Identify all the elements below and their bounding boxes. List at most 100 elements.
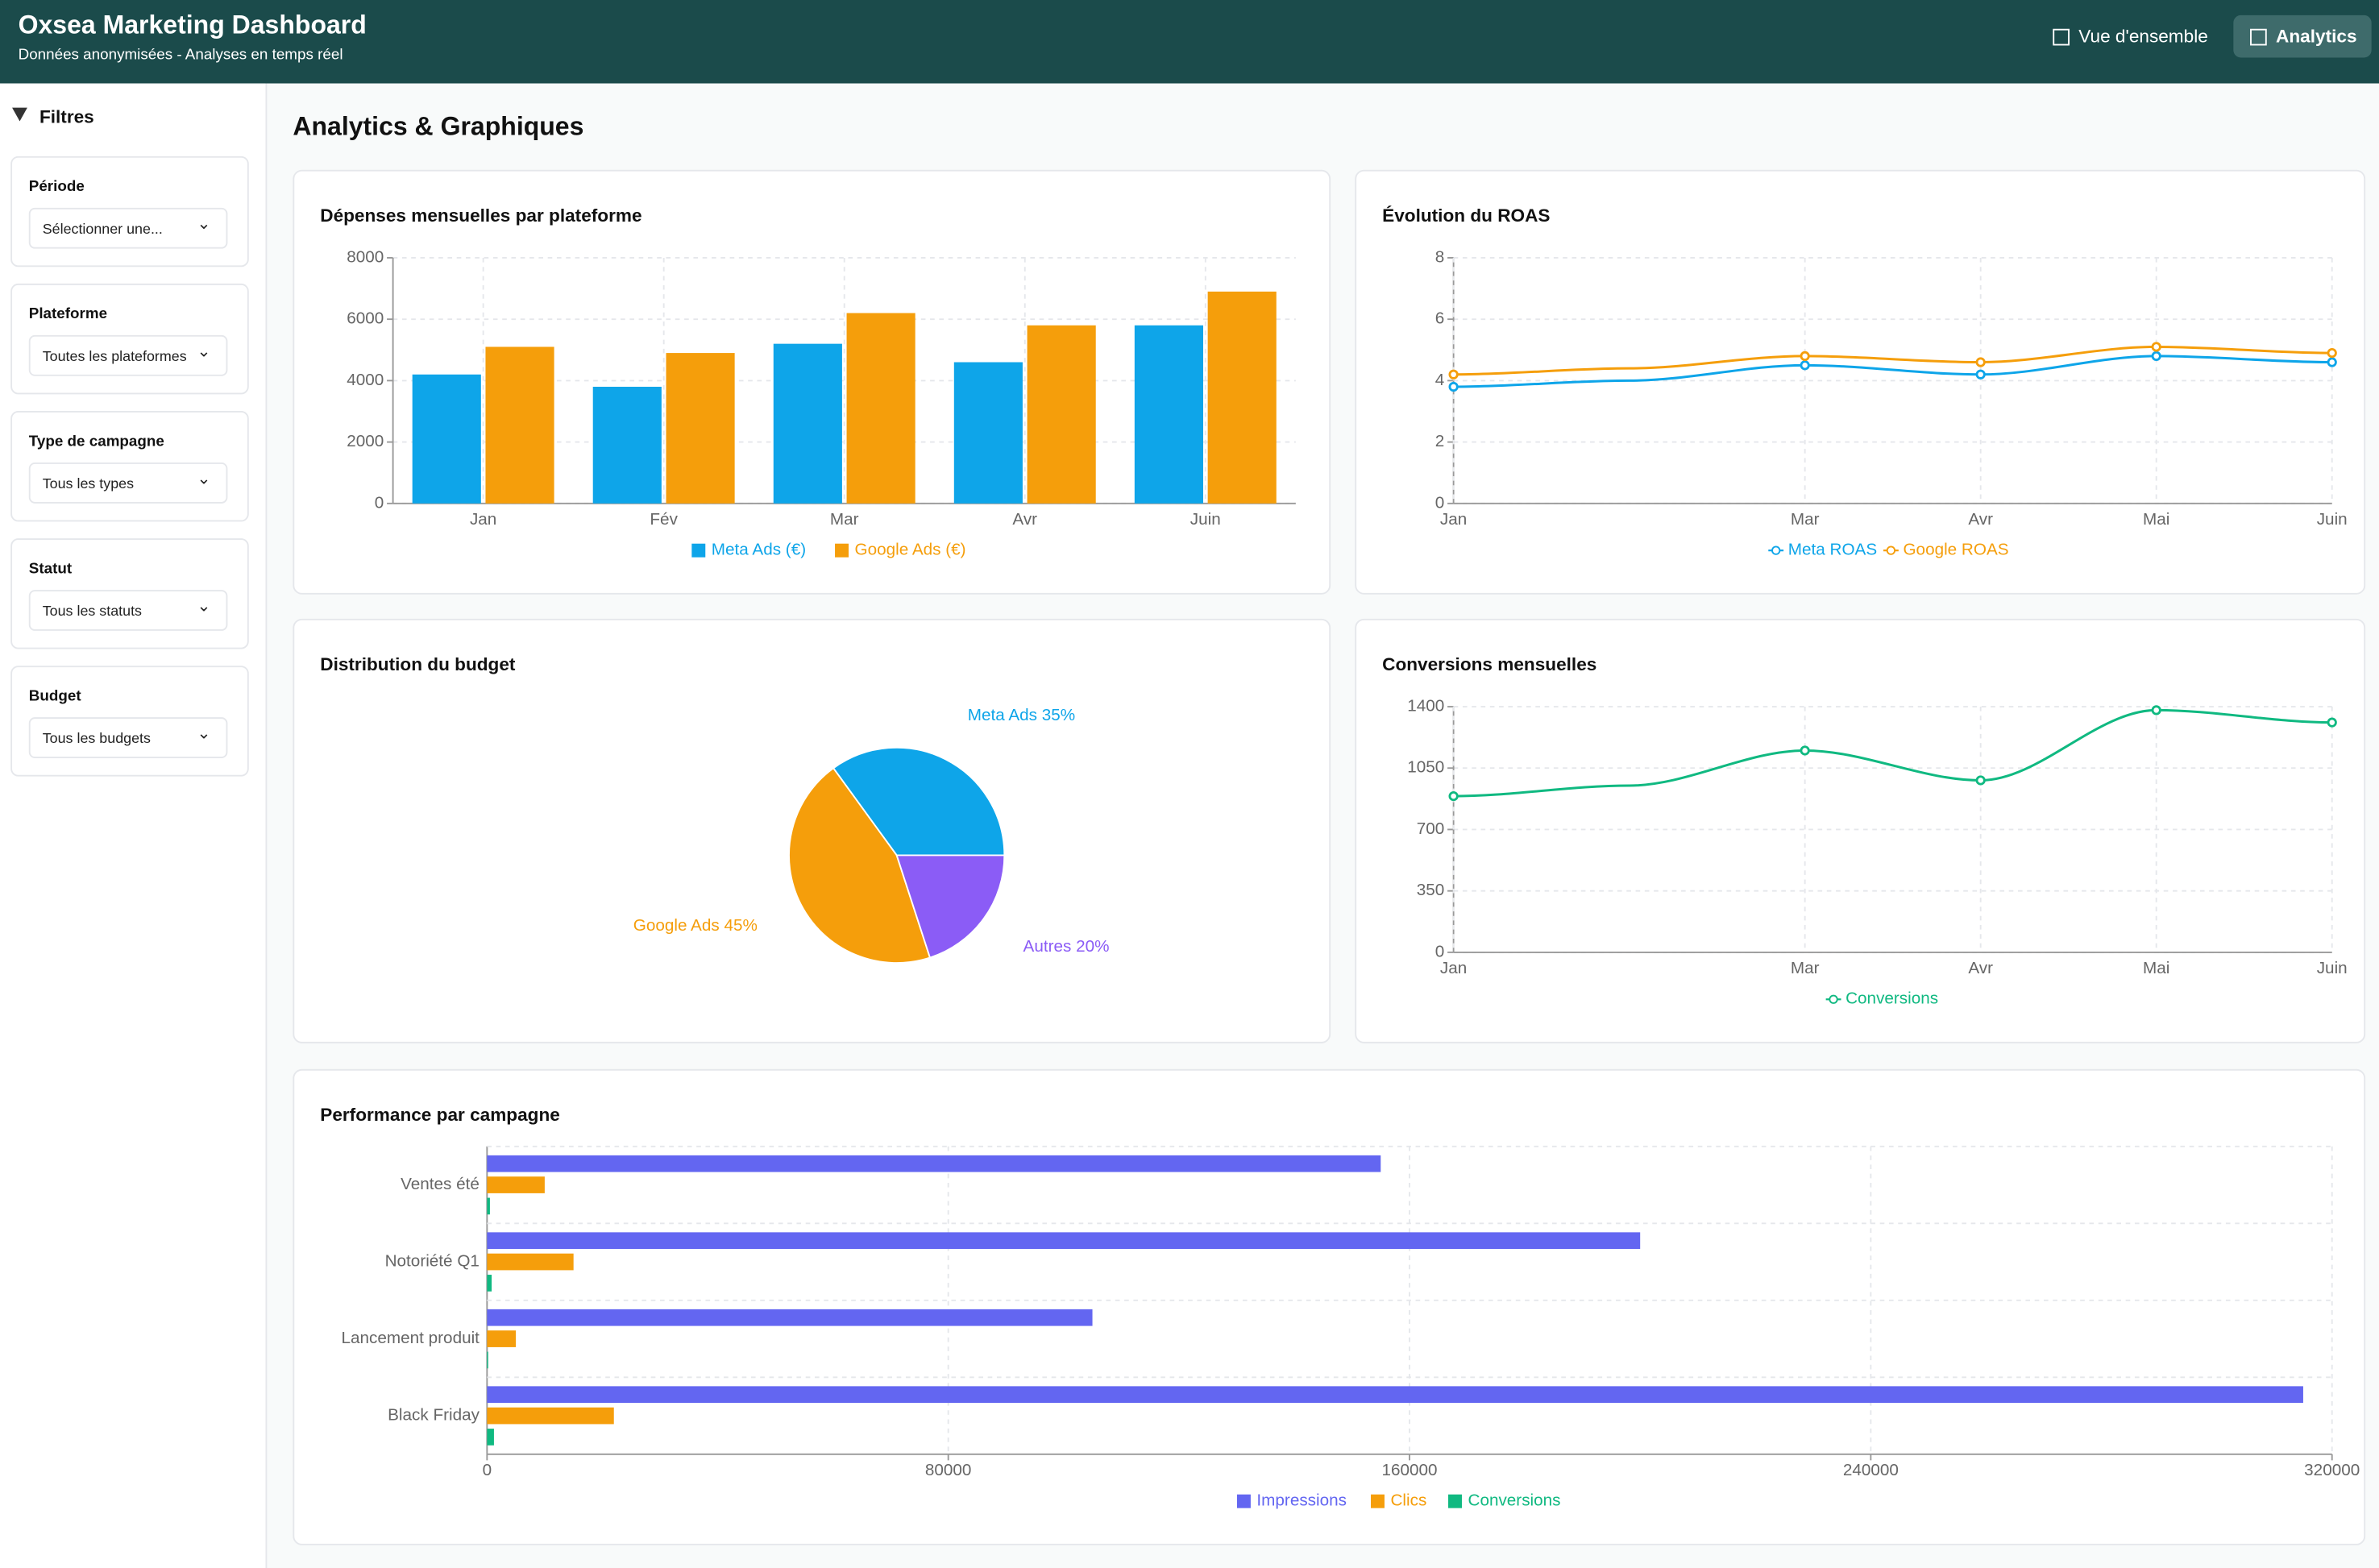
y-tick-label: 1050 bbox=[1407, 758, 1444, 777]
y-tick-label: 4000 bbox=[347, 371, 384, 389]
x-tick-label: Mar bbox=[1791, 510, 1820, 529]
bar bbox=[487, 1176, 545, 1193]
point bbox=[1448, 790, 1459, 802]
legend-label: Google ROAS bbox=[1903, 541, 2008, 559]
legend-swatch bbox=[691, 543, 706, 558]
bar bbox=[487, 1197, 490, 1215]
y-tick-label: Ventes été bbox=[401, 1175, 480, 1193]
bar bbox=[773, 343, 842, 504]
chart-card: 0 2000 4000 6000 8000 Jan Fév Mar Avr Juin Meta Ad… bbox=[293, 169, 1331, 595]
bar bbox=[487, 1429, 494, 1446]
x-tick-label: Avr bbox=[1012, 510, 1037, 529]
y-tick-label: 6000 bbox=[347, 309, 384, 328]
point bbox=[2327, 357, 2337, 367]
chart-title: Dépenses mensuelles par plateforme bbox=[320, 205, 642, 226]
line bbox=[1453, 355, 2332, 388]
legend-swatch bbox=[835, 543, 849, 558]
x-tick-label: Fév bbox=[650, 510, 678, 529]
chart: 0 2000 4000 6000 8000 Jan Fév Mar Avr Juin Meta Ad… bbox=[347, 247, 1296, 559]
bar bbox=[487, 1330, 517, 1347]
y-tick-label: 4 bbox=[1435, 371, 1445, 389]
legend-swatch bbox=[1236, 1494, 1251, 1508]
y-tick-label: 350 bbox=[1417, 881, 1445, 899]
y-tick-label: Notoriété Q1 bbox=[385, 1252, 480, 1271]
header: Oxsea Marketing Dashboard Données anonym… bbox=[0, 0, 2379, 84]
filter: Budget Tous les budgets bbox=[10, 666, 249, 777]
point bbox=[2327, 347, 2337, 359]
legend-swatch bbox=[1886, 545, 1896, 555]
chart-card: 0 80000 160000 240000 320000 Ventes été Notori… bbox=[293, 1068, 2366, 1545]
point bbox=[1975, 775, 1986, 786]
x-tick-label: Mar bbox=[830, 510, 859, 529]
bar bbox=[487, 1232, 1641, 1250]
y-tick-label: 0 bbox=[1435, 493, 1445, 512]
bar bbox=[485, 346, 554, 504]
x-tick-label: Avr bbox=[1968, 959, 1993, 977]
filter: Période Sélectionner une... bbox=[10, 156, 249, 268]
x-tick-label: Juin bbox=[2317, 510, 2348, 529]
filter-label: Type de campagne bbox=[28, 433, 164, 450]
pie-slice bbox=[788, 767, 932, 964]
filter-label: Budget bbox=[28, 688, 81, 706]
filter-select[interactable]: Tous les budgets bbox=[28, 714, 228, 758]
sidebar: Filtres Période Sélectionner une... Platef… bbox=[0, 83, 268, 1568]
filter-select[interactable]: Sélectionner une... bbox=[28, 205, 228, 249]
bar bbox=[487, 1309, 1093, 1326]
y-tick-label: 0 bbox=[1435, 942, 1445, 960]
line bbox=[1453, 708, 2332, 798]
bar bbox=[487, 1407, 614, 1425]
bar bbox=[487, 1275, 492, 1292]
point bbox=[2327, 717, 2337, 728]
y-tick-label: Lancement produit bbox=[342, 1329, 480, 1347]
chart: Meta Ads 35% Google Ads 45% Autres 20% bbox=[633, 706, 1110, 964]
legend-swatch bbox=[1448, 1494, 1462, 1508]
sidebar-title: Filtres bbox=[39, 106, 94, 128]
filter-select[interactable]: Toutes les plateformes bbox=[28, 332, 228, 376]
chart-title: Conversions mensuelles bbox=[1382, 653, 1597, 675]
x-tick-label: 240000 bbox=[1843, 1461, 1899, 1479]
tab[interactable]: Vue d'ensemble bbox=[2036, 15, 2223, 58]
y-tick-label: 1400 bbox=[1407, 696, 1444, 715]
y-tick-label: Black Friday bbox=[388, 1406, 480, 1425]
bar bbox=[1027, 325, 1096, 504]
chart-title: Évolution du ROAS bbox=[1382, 205, 1551, 226]
x-tick-label: 160000 bbox=[1381, 1461, 1437, 1479]
app-subtitle: Données anonymisées - Analyses en temps … bbox=[18, 47, 343, 64]
x-tick-label: Mai bbox=[2143, 959, 2169, 977]
filter-select[interactable]: Tous les statuts bbox=[28, 587, 228, 631]
bar bbox=[487, 1253, 574, 1271]
chart-title: Distribution du budget bbox=[320, 653, 516, 675]
point bbox=[1448, 381, 1459, 392]
legend-label: Impressions bbox=[1256, 1491, 1347, 1510]
bar bbox=[487, 1155, 1381, 1172]
x-tick-label: Jan bbox=[1440, 959, 1467, 977]
bar bbox=[412, 374, 481, 504]
legend-swatch bbox=[1371, 1494, 1385, 1508]
bar bbox=[846, 313, 915, 504]
filter-label: Statut bbox=[28, 561, 73, 579]
x-tick-label: Juin bbox=[1190, 510, 1221, 529]
point bbox=[1800, 745, 1810, 756]
bar bbox=[1134, 325, 1203, 504]
filter-label: Période bbox=[28, 179, 85, 196]
bar bbox=[953, 362, 1023, 504]
x-tick-label: 320000 bbox=[2304, 1461, 2360, 1479]
pie-label: Autres 20% bbox=[1023, 937, 1110, 956]
point bbox=[1975, 369, 1986, 380]
chart-card: Meta Ads 35% Google Ads 45% Autres 20% Dist… bbox=[293, 618, 1331, 1043]
app-title: Oxsea Marketing Dashboard bbox=[18, 10, 367, 39]
x-tick-label: Mai bbox=[2143, 510, 2169, 529]
filter: Plateforme Toutes les plateformes bbox=[10, 283, 249, 395]
x-tick-label: 80000 bbox=[925, 1461, 972, 1479]
bar bbox=[487, 1351, 488, 1369]
x-tick-label: Mar bbox=[1791, 959, 1820, 977]
legend-label: Meta Ads (€) bbox=[712, 541, 806, 559]
filter-select[interactable]: Tous les types bbox=[28, 459, 228, 504]
tab[interactable]: Analytics bbox=[2233, 15, 2373, 58]
bar bbox=[487, 1386, 2303, 1404]
point bbox=[1800, 351, 1810, 362]
point bbox=[2151, 351, 2161, 362]
chart-card: 0 350 700 1050 1400 Jan Mar Avr Mai Juin Conversio… bbox=[1355, 618, 2366, 1043]
pie-label: Google Ads 45% bbox=[633, 916, 758, 935]
